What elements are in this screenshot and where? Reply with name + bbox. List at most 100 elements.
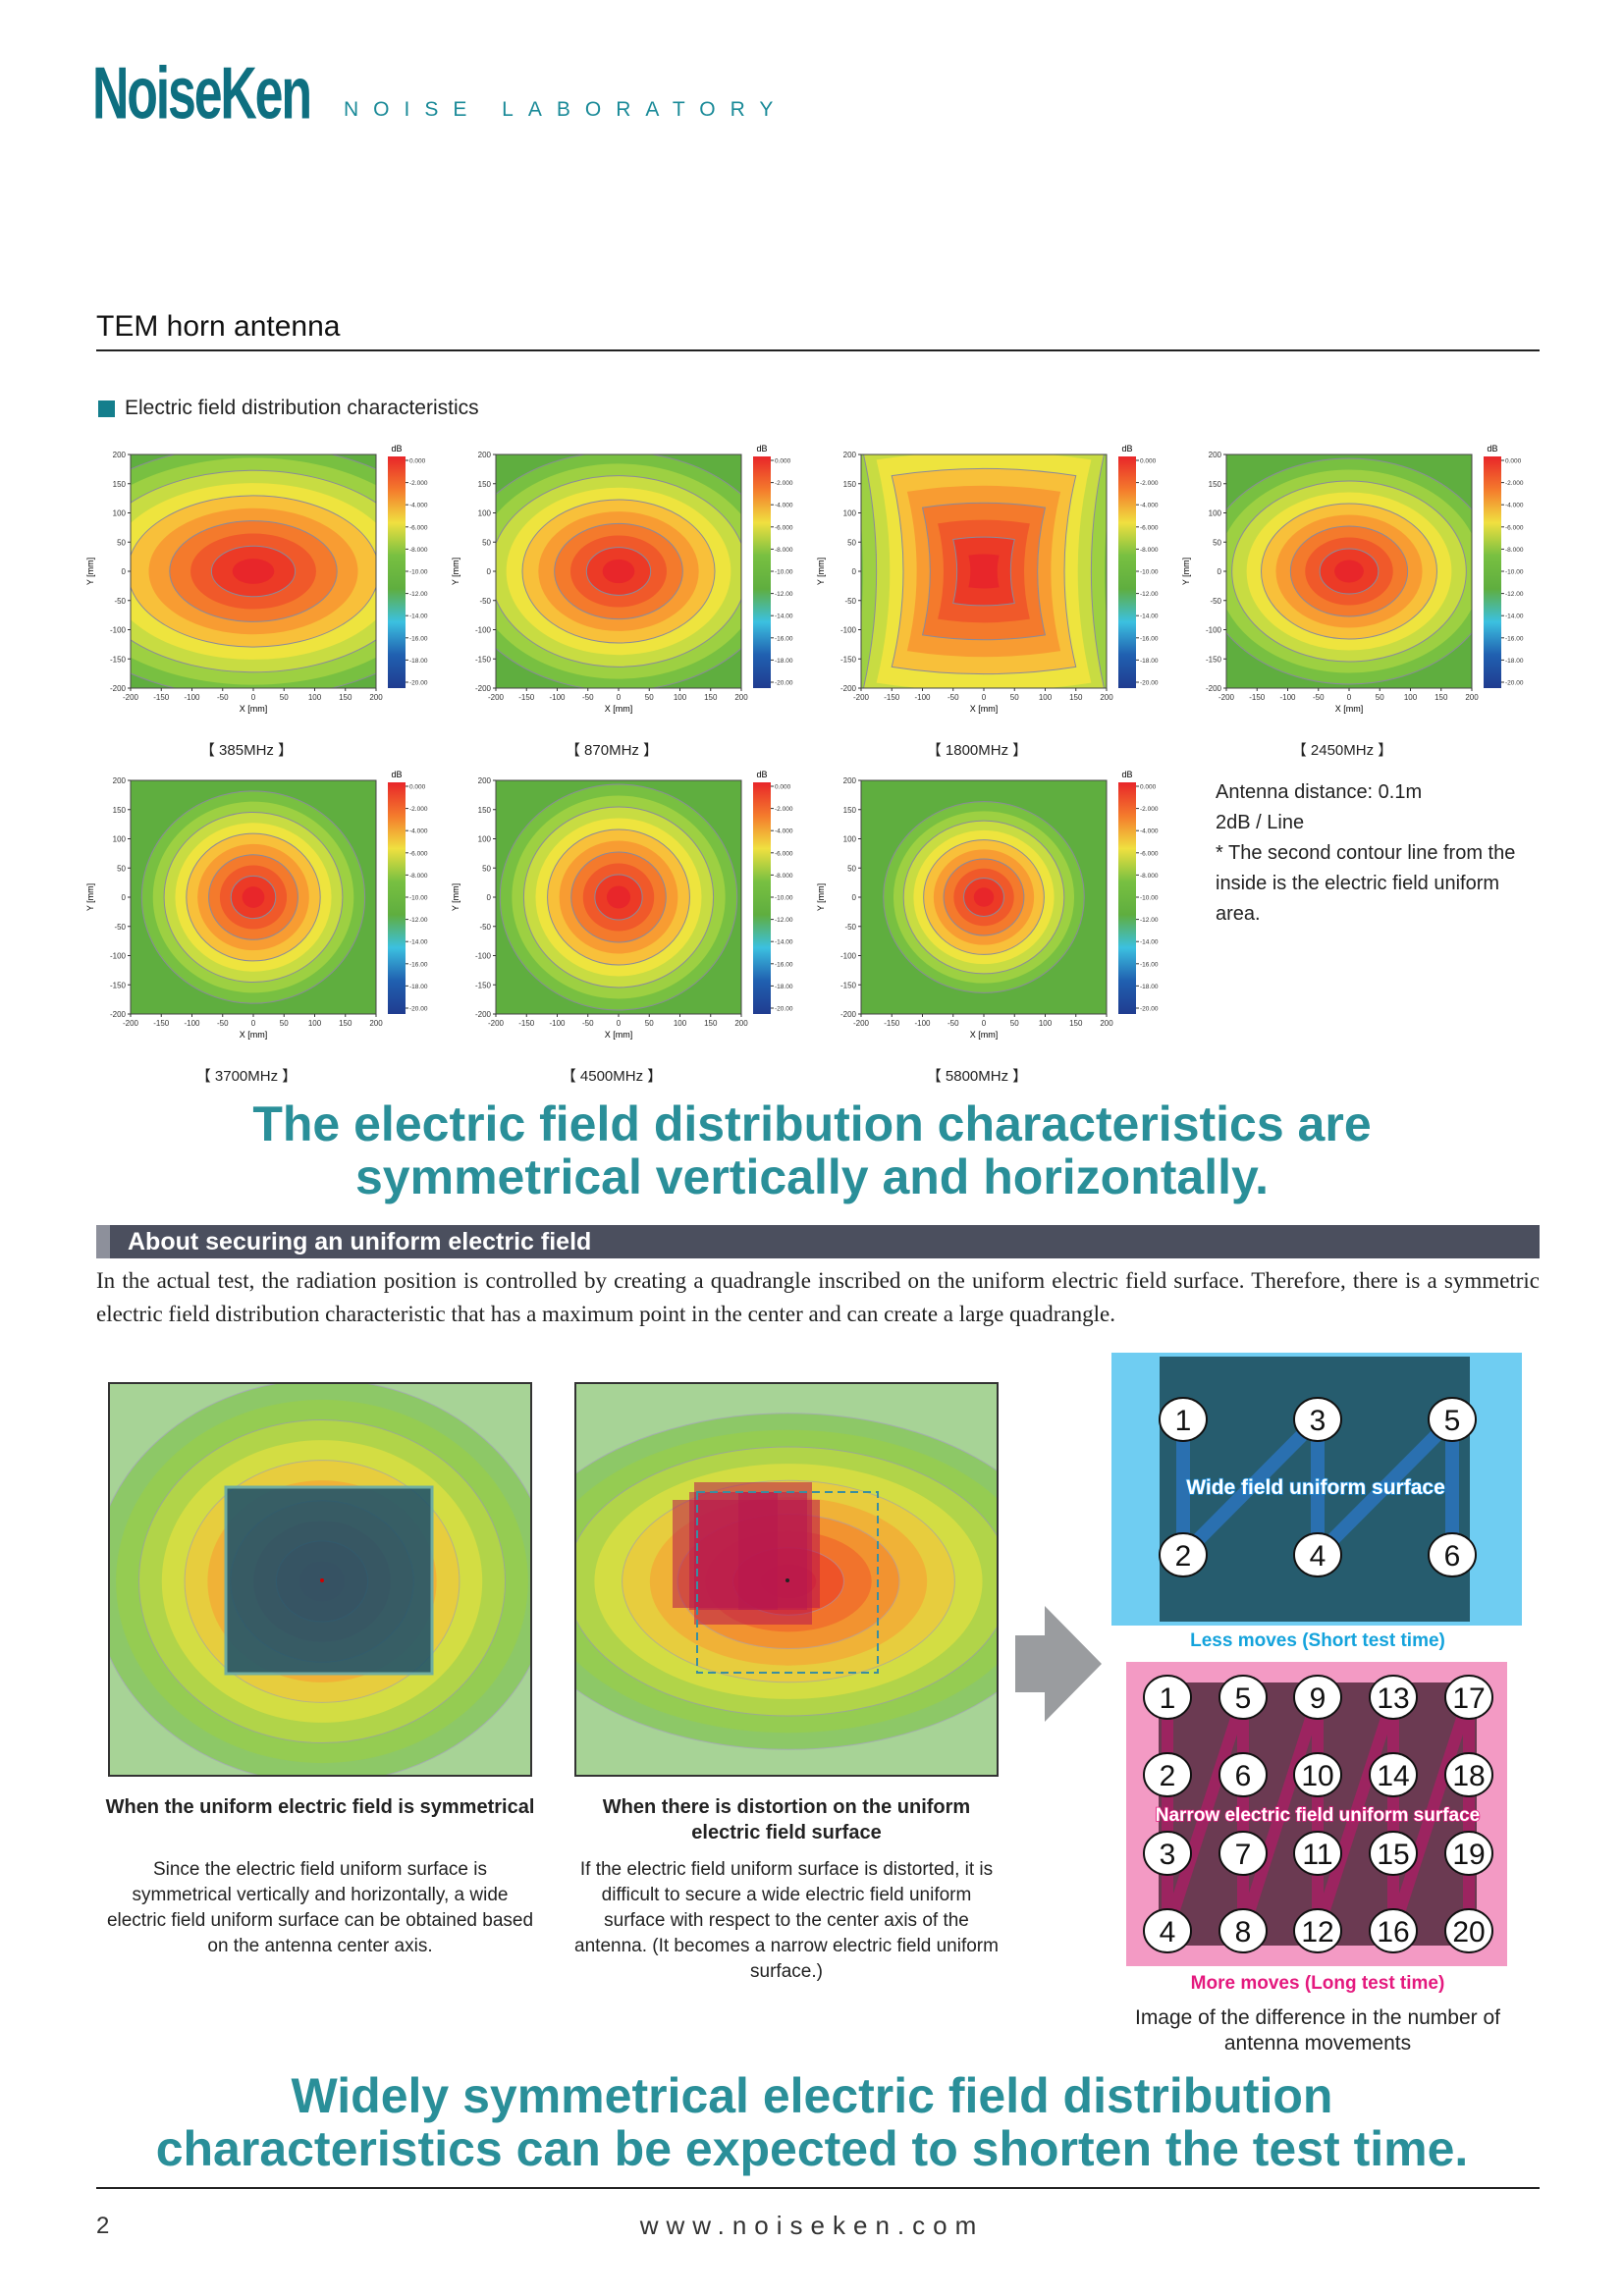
y-tick-label: 200 — [478, 776, 492, 785]
colorbar-tick-label: -20.00 — [409, 680, 428, 687]
square-bullet-icon — [98, 400, 115, 417]
section-label-text: Electric field distribution characterist… — [125, 397, 479, 419]
x-tick-label: 0 — [982, 693, 987, 702]
y-tick-label: -150 — [110, 981, 127, 989]
wide-label: Wide field uniform surface — [1186, 1476, 1445, 1499]
colorbar-tick-label: -12.00 — [409, 917, 428, 924]
y-tick-label: 50 — [117, 538, 126, 547]
wide-point — [1293, 1532, 1342, 1577]
y-tick-label: 200 — [113, 451, 127, 459]
x-axis-label: X [mm] — [970, 704, 999, 714]
x-tick-label: 200 — [734, 1019, 748, 1028]
colorbar-tick-label: -20.00 — [1140, 1006, 1159, 1013]
narrow-point-label: 12 — [1301, 1916, 1333, 1949]
section-label: Electric field distribution characterist… — [98, 397, 479, 420]
x-tick-label: -100 — [184, 1019, 200, 1028]
x-tick-label: 50 — [1010, 1019, 1019, 1028]
y-tick-label: 0 — [487, 567, 492, 576]
colorbar-tick-label: -14.00 — [409, 614, 428, 620]
y-tick-label: -100 — [110, 952, 127, 961]
frequency-caption: 【 870MHz 】 — [565, 742, 659, 759]
x-axis-label: X [mm] — [605, 1030, 633, 1040]
colorbar-tick-label: -20.00 — [1505, 680, 1524, 687]
narrow-point — [1293, 1752, 1342, 1797]
uniform-area-square — [224, 1485, 434, 1676]
contour-band — [1334, 560, 1364, 583]
colorbar-tick-label: -12.00 — [409, 591, 428, 598]
narrow-point — [1369, 1908, 1418, 1953]
narrow-point-label: 13 — [1377, 1682, 1409, 1715]
heatmap-field — [496, 780, 741, 1014]
x-tick-label: 100 — [674, 693, 687, 702]
x-tick-label: 150 — [704, 1019, 718, 1028]
narrow-point-label: 6 — [1235, 1760, 1252, 1792]
y-tick-label: -50 — [114, 923, 126, 932]
headline-2-line-1: Widely symmetrical electric field distri… — [291, 2068, 1333, 2123]
x-tick-label: 50 — [280, 693, 289, 702]
colorbar-tick-label: -18.00 — [1140, 658, 1159, 665]
headline-1: The electric field distribution characte… — [59, 1097, 1565, 1203]
contour-band — [232, 559, 275, 584]
logo: NoiseKen — [92, 52, 312, 135]
wide-point — [1428, 1532, 1477, 1577]
colorbar-tick-label: -12.00 — [1140, 591, 1159, 598]
colorbar-tick-label: -2.000 — [1505, 480, 1524, 487]
colorbar-tick-label: -12.00 — [775, 917, 793, 924]
note-step: 2dB / Line — [1216, 812, 1305, 833]
footer-url: www.noiseken.com — [639, 2211, 985, 2240]
y-tick-label: -50 — [844, 597, 856, 606]
y-tick-label: 100 — [1209, 509, 1222, 518]
colorbar-tick-label: 0.000 — [1140, 458, 1157, 465]
x-tick-label: -200 — [123, 693, 139, 702]
colorbar-tick-label: -10.00 — [775, 895, 793, 902]
colorbar-label: dB — [1121, 770, 1132, 779]
y-tick-label: -200 — [840, 684, 857, 693]
diagram-caption: Image of the difference in the number of… — [1134, 2006, 1500, 2055]
narrow-point-label: 4 — [1160, 1916, 1176, 1949]
narrow-point-label: 1 — [1160, 1682, 1176, 1715]
narrow-point-label: 10 — [1301, 1760, 1333, 1792]
colorbar-tick-label: -16.00 — [409, 635, 428, 642]
heatmap-field — [1226, 454, 1472, 688]
move-path — [1178, 1415, 1323, 1560]
colorbar-tick-label: -16.00 — [1140, 635, 1159, 642]
narrow-point-label: 5 — [1235, 1682, 1252, 1715]
y-tick-label: 200 — [478, 451, 492, 459]
colorbar — [753, 456, 771, 688]
colorbar — [1118, 782, 1136, 1014]
y-tick-label: 0 — [852, 567, 857, 576]
narrow-point — [1444, 1831, 1493, 1876]
arrow-right-icon — [1015, 1606, 1102, 1722]
y-tick-label: 150 — [478, 480, 492, 489]
colorbar-label: dB — [391, 444, 402, 454]
heatmap-field — [496, 454, 741, 688]
frequency-caption: 【 5800MHz 】 — [926, 1068, 1028, 1085]
x-tick-label: 200 — [1100, 1019, 1113, 1028]
colorbar-tick-label: -20.00 — [409, 1006, 428, 1013]
colorbar-tick-label: -4.000 — [775, 503, 793, 509]
narrow-label: Narrow electric field uniform surface — [1156, 1805, 1481, 1826]
colorbar-tick-label: -16.00 — [409, 961, 428, 968]
colorbar — [388, 456, 406, 688]
heatmap-panel: -200 -150 -100 -50 0 50 100 150 200 200 150 100 50 0 -… — [79, 758, 444, 1085]
footer-divider — [96, 2187, 1540, 2189]
colorbar-tick-label: -6.000 — [1505, 524, 1524, 531]
colorbar-label: dB — [756, 770, 767, 779]
x-tick-label: 0 — [982, 1019, 987, 1028]
y-tick-label: -100 — [1206, 626, 1222, 635]
body-paragraph: In the actual test, the radiation positi… — [96, 1268, 1540, 1326]
y-tick-label: 150 — [113, 806, 127, 815]
heatmap-panel: -200 -150 -100 -50 0 50 100 150 200 200 150 100 50 0 -… — [444, 432, 809, 759]
colorbar-label: dB — [1121, 444, 1132, 454]
y-tick-label: 0 — [1218, 567, 1222, 576]
colorbar-tick-label: -18.00 — [775, 658, 793, 665]
narrow-point-label: 7 — [1235, 1839, 1252, 1871]
target-dashed-square — [696, 1491, 879, 1674]
colorbar-tick-label: -14.00 — [1140, 614, 1159, 620]
x-tick-label: -50 — [947, 693, 959, 702]
narrow-point-label: 18 — [1452, 1760, 1485, 1792]
y-tick-label: -150 — [1206, 655, 1222, 664]
x-tick-label: 100 — [1404, 693, 1418, 702]
x-tick-label: 200 — [369, 693, 383, 702]
narrow-point — [1143, 1752, 1192, 1797]
